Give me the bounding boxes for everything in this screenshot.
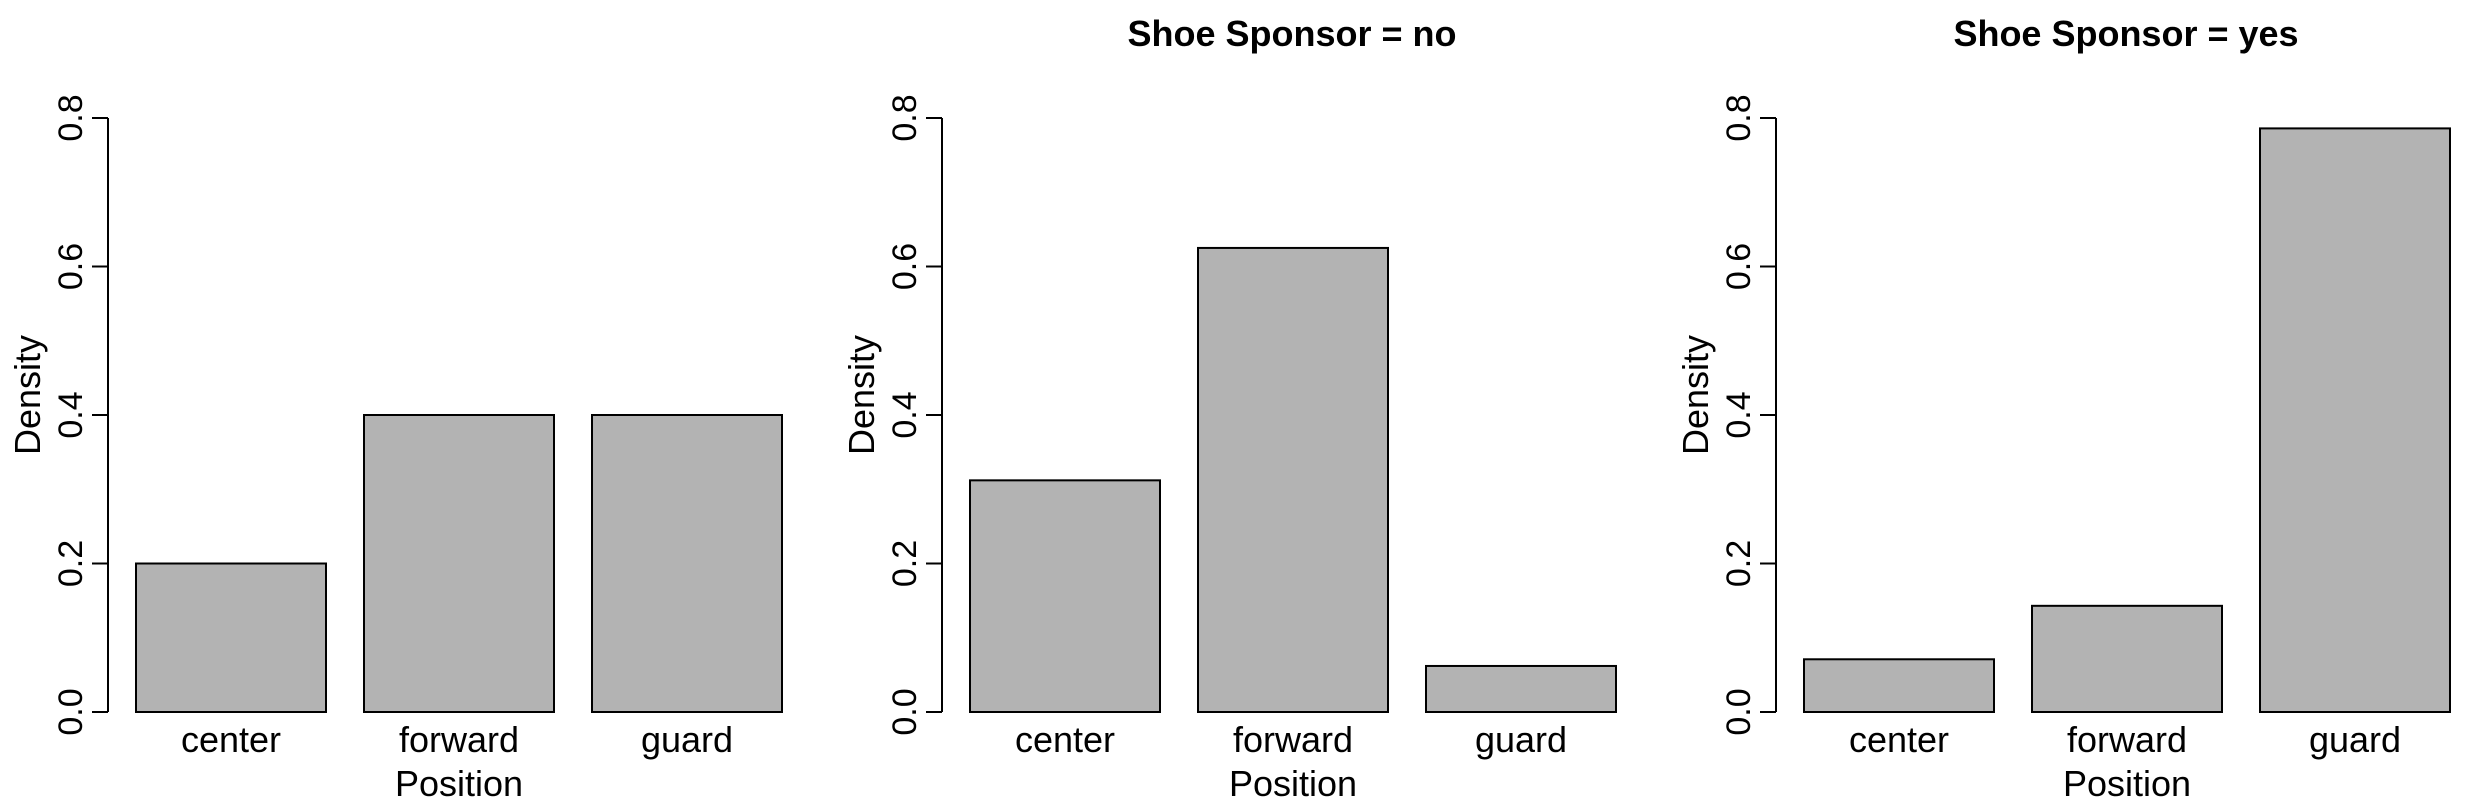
y-tick-label: 0.0 <box>886 688 924 735</box>
y-tick-label: 0.4 <box>886 391 924 438</box>
bar-center <box>1803 658 1995 713</box>
bar-guard <box>591 414 783 713</box>
bar-forward <box>363 414 555 713</box>
y-tick-label: 0.8 <box>886 94 924 141</box>
chart-panel-1: 0.0 0.2 0.4 0.6 0.8 Density center forward guard… <box>7 94 783 804</box>
y-tick-label: 0.2 <box>1720 540 1758 587</box>
y-tick-label: 0.8 <box>1720 94 1758 141</box>
x-category-label: guard <box>1475 719 1567 760</box>
y-tick-label: 0.4 <box>52 391 90 438</box>
chart-panel-2: Shoe Sponsor = no 0.0 0.2 0.4 0.6 0.8 Density c… <box>841 13 1617 804</box>
y-tick-label: 0.8 <box>52 94 90 141</box>
y-axis-label: Density <box>7 335 48 455</box>
y-tick-label: 0.6 <box>52 243 90 290</box>
x-category-label: center <box>181 719 281 760</box>
x-category-label: forward <box>2067 719 2187 760</box>
chart-title: Shoe Sponsor = yes <box>1953 13 2298 54</box>
chart-title: Shoe Sponsor = no <box>1127 13 1456 54</box>
bar-center <box>969 479 1161 713</box>
x-category-label: center <box>1849 719 1949 760</box>
y-tick-label: 0.2 <box>886 540 924 587</box>
bar-guard <box>1425 664 1617 714</box>
x-axis-label: Position <box>395 763 523 804</box>
y-tick-label: 0.0 <box>1720 688 1758 735</box>
x-category-label: center <box>1015 719 1115 760</box>
x-category-label: forward <box>1233 719 1353 760</box>
bar-forward <box>1197 246 1389 713</box>
x-category-label: forward <box>399 719 519 760</box>
y-tick-label: 0.0 <box>52 688 90 735</box>
y-tick-label: 0.6 <box>886 243 924 290</box>
bar-forward <box>2031 604 2223 714</box>
y-axis-label: Density <box>841 335 882 455</box>
chart-panel-3: Shoe Sponsor = yes 0.0 0.2 0.4 0.6 0.8 Density… <box>1675 13 2451 804</box>
y-tick-label: 0.4 <box>1720 391 1758 438</box>
y-tick-label: 0.6 <box>1720 243 1758 290</box>
x-axis-label: Position <box>2063 763 2191 804</box>
bar-center <box>135 562 327 713</box>
y-axis-label: Density <box>1675 335 1716 455</box>
y-tick-label: 0.2 <box>52 540 90 587</box>
x-axis-label: Position <box>1229 763 1357 804</box>
x-category-label: guard <box>2309 719 2401 760</box>
x-category-label: guard <box>641 719 733 760</box>
bar-guard <box>2259 127 2451 713</box>
